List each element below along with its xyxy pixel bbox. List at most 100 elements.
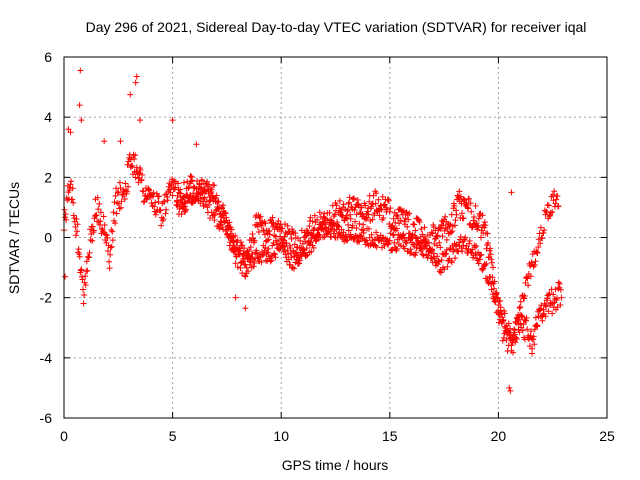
data-point xyxy=(530,333,537,340)
data-point xyxy=(293,256,300,263)
data-point xyxy=(253,247,260,254)
data-point xyxy=(321,233,328,240)
data-point xyxy=(261,247,268,254)
data-point xyxy=(376,212,383,219)
data-point xyxy=(466,237,473,244)
data-point xyxy=(311,212,318,219)
y-axis-label: SDTVAR / TECUs xyxy=(6,182,22,294)
x-tick-label: 20 xyxy=(491,428,507,444)
data-point xyxy=(201,194,208,201)
data-point xyxy=(187,172,194,179)
data-point xyxy=(192,197,199,204)
data-point xyxy=(97,209,104,216)
data-point xyxy=(62,214,69,221)
data-point xyxy=(558,294,565,301)
data-point xyxy=(510,349,517,356)
data-point xyxy=(90,227,97,234)
data-point xyxy=(350,195,357,202)
data-point xyxy=(182,207,189,214)
data-point xyxy=(506,332,513,339)
data-point xyxy=(451,202,458,209)
data-point xyxy=(150,189,157,196)
data-point xyxy=(459,248,466,255)
data-point xyxy=(358,226,365,233)
data-point xyxy=(545,308,552,315)
data-point xyxy=(216,225,223,232)
data-point xyxy=(489,264,496,271)
data-point xyxy=(468,208,475,215)
data-point xyxy=(202,188,209,195)
data-point xyxy=(373,229,380,236)
data-point xyxy=(539,312,546,319)
data-point xyxy=(114,189,121,196)
data-point xyxy=(347,234,354,241)
data-point xyxy=(61,206,68,213)
data-point xyxy=(344,206,351,213)
data-point xyxy=(89,237,96,244)
data-point xyxy=(484,230,491,237)
data-point xyxy=(76,102,83,109)
data-point xyxy=(137,167,144,174)
data-point xyxy=(344,207,351,214)
data-point xyxy=(122,187,129,194)
data-point xyxy=(540,306,547,313)
data-point xyxy=(557,302,564,309)
data-point xyxy=(550,197,557,204)
data-point xyxy=(485,240,492,247)
data-point xyxy=(74,228,81,235)
data-point xyxy=(241,245,248,252)
data-point xyxy=(133,164,140,171)
data-point xyxy=(505,320,512,327)
data-point xyxy=(288,235,295,242)
data-point xyxy=(405,216,412,223)
data-point xyxy=(544,295,551,302)
data-point xyxy=(488,286,495,293)
data-point xyxy=(321,219,328,226)
data-point xyxy=(222,210,229,217)
data-point xyxy=(525,282,532,289)
data-point xyxy=(488,256,495,263)
data-point xyxy=(118,198,125,205)
data-point xyxy=(164,197,171,204)
data-point xyxy=(336,197,343,204)
data-point xyxy=(497,297,504,304)
data-point xyxy=(232,232,239,239)
data-point xyxy=(122,180,129,187)
data-point xyxy=(169,117,176,124)
data-point xyxy=(138,176,145,183)
data-point xyxy=(475,260,482,267)
data-point xyxy=(132,79,139,86)
data-point xyxy=(385,197,392,204)
data-point xyxy=(78,266,85,273)
data-point xyxy=(368,203,375,210)
data-point xyxy=(111,199,118,206)
data-point xyxy=(107,244,114,251)
data-point xyxy=(516,329,523,336)
data-point xyxy=(540,229,547,236)
data-point xyxy=(474,257,481,264)
data-point xyxy=(206,194,213,201)
data-point xyxy=(120,191,127,198)
data-point xyxy=(245,268,252,275)
data-point xyxy=(513,320,520,327)
data-point xyxy=(272,254,279,261)
data-point xyxy=(333,202,340,209)
data-point xyxy=(178,211,185,218)
data-point xyxy=(185,198,192,205)
data-point xyxy=(84,267,91,274)
y-tick-label: -4 xyxy=(40,350,53,366)
data-point xyxy=(307,239,314,246)
data-point xyxy=(530,336,537,343)
data-point xyxy=(491,285,498,292)
data-point xyxy=(554,295,561,302)
data-point xyxy=(254,254,261,261)
data-point xyxy=(185,184,192,191)
data-point xyxy=(80,286,87,293)
data-point xyxy=(501,310,508,317)
data-point xyxy=(373,244,380,251)
data-point xyxy=(452,255,459,262)
data-point xyxy=(326,209,333,216)
data-point xyxy=(243,264,250,271)
data-point xyxy=(529,345,536,352)
